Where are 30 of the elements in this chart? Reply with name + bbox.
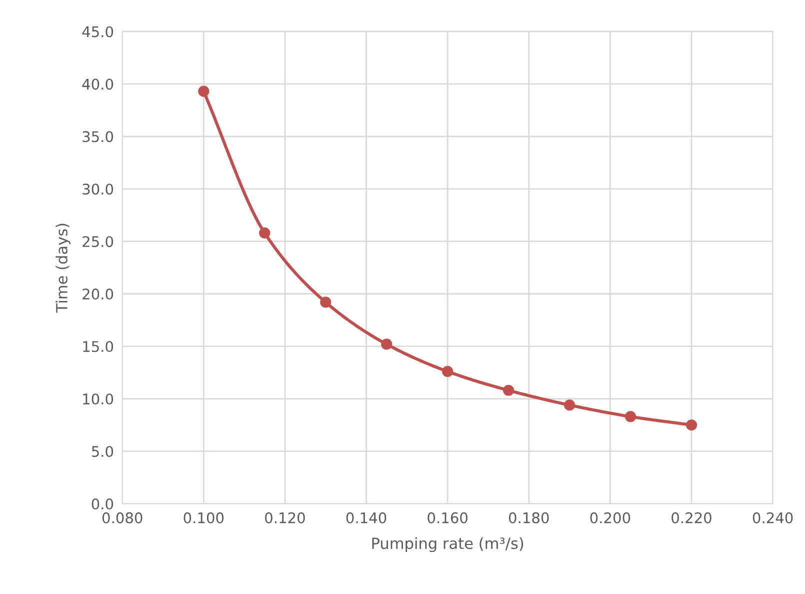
point [686, 419, 698, 431]
point [442, 366, 454, 378]
x-tick-label: 0.220 [672, 512, 712, 524]
point [624, 411, 636, 422]
y-tick-label: 45.0 [82, 26, 114, 38]
y-tick-label: 15.0 [83, 341, 114, 352]
x-tick-label: 0.160 [428, 512, 468, 524]
point [259, 227, 270, 239]
x-axis-title: Pumping rate (m³/s) [372, 537, 524, 552]
x-tick-label: 0.200 [590, 512, 630, 524]
y-axis-title: Time (days) [56, 224, 70, 313]
x-tick-label: 0.240 [752, 512, 793, 524]
y-tick-label: 20.0 [82, 288, 114, 300]
point [564, 400, 576, 411]
x-tick-label: 0.180 [508, 512, 549, 524]
y-tick-label: 0.0 [92, 498, 114, 510]
y-tick-label: 35.0 [82, 131, 114, 142]
x-tick-label: 0.080 [102, 512, 142, 524]
y-tick-label: 40.0 [82, 78, 114, 90]
y-tick-label: 5.0 [92, 446, 114, 457]
x-tick-label: 0.140 [346, 512, 386, 524]
point [198, 86, 210, 97]
point [381, 338, 392, 350]
point [503, 384, 514, 396]
x-tick-label: 0.120 [265, 512, 305, 524]
y-tick-label: 25.0 [82, 236, 114, 248]
y-tick-label: 30.0 [82, 184, 114, 195]
y-tick-label: 10.0 [83, 393, 114, 405]
point [320, 296, 332, 308]
x-tick-label: 0.100 [184, 512, 224, 524]
